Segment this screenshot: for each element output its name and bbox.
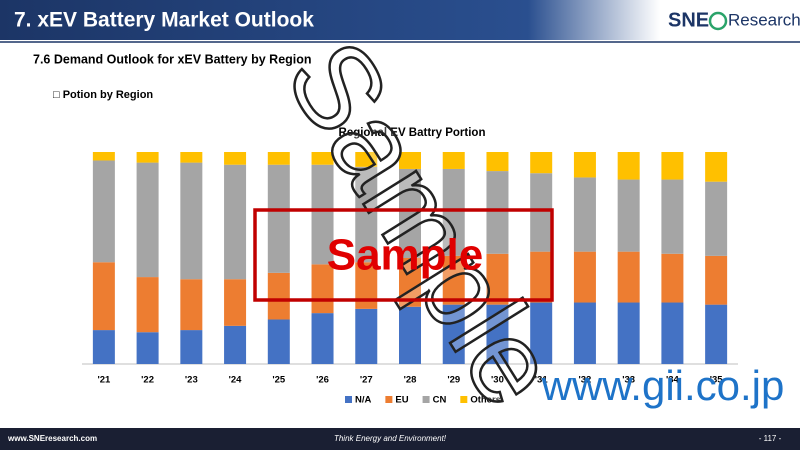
bar-segment xyxy=(573,302,596,364)
plot: '21 '22 '23 '24 '25 '26 '27 '28 '29 '30 '31 '32 '33 '… xyxy=(82,152,738,406)
bar-segment xyxy=(180,152,203,163)
logo-text: Research xyxy=(728,10,800,29)
bar-segment xyxy=(573,152,596,178)
bar-segment xyxy=(136,277,159,333)
bar-segment xyxy=(617,251,640,303)
legend-label: Others xyxy=(470,395,501,406)
x-tick-label: '27 xyxy=(360,375,373,386)
footer-bar xyxy=(0,428,800,450)
x-tick-label: '26 xyxy=(316,375,329,386)
logo-mark: SNE xyxy=(668,9,709,31)
x-tick-label: '33 xyxy=(622,375,635,386)
watermark-box xyxy=(253,208,554,302)
bar-segment xyxy=(442,304,465,364)
bar-segment xyxy=(486,171,509,254)
x-tick-label: '31 xyxy=(535,375,549,386)
logo-icon xyxy=(708,11,728,31)
bar-segment xyxy=(224,164,247,280)
bar-segment xyxy=(267,319,290,364)
x-tick-label: '32 xyxy=(579,375,592,386)
bar-segment xyxy=(399,306,421,364)
bar-segment xyxy=(399,258,421,307)
x-tick-label: '22 xyxy=(141,375,154,386)
bar-segment xyxy=(136,332,159,364)
legend-swatch xyxy=(422,396,430,403)
header-title: 7. xEV Battery Market Outlook xyxy=(14,9,314,32)
bar-segment xyxy=(180,279,203,331)
bar-segment xyxy=(486,304,509,364)
bar-segment xyxy=(617,302,640,364)
bar-segment xyxy=(617,152,640,180)
x-tick-label: '23 xyxy=(185,375,198,386)
bar-segment xyxy=(705,181,728,256)
x-tick-label: '30 xyxy=(491,375,504,386)
bar-segment xyxy=(355,308,378,364)
bar-segment xyxy=(399,152,421,169)
bar-segment xyxy=(92,160,115,263)
bar-segment xyxy=(355,262,378,309)
legend-label: N/A xyxy=(355,395,372,406)
bar-segment xyxy=(224,279,247,326)
bar-segment xyxy=(486,253,509,305)
x-tick-label: '25 xyxy=(272,375,286,386)
bar-segment xyxy=(180,330,203,364)
bar-segment xyxy=(661,179,684,254)
bar-segment xyxy=(661,302,684,364)
legend-label: CN xyxy=(433,395,447,406)
bar-segment xyxy=(530,173,553,252)
legend-swatch xyxy=(460,396,468,403)
bar-segment xyxy=(486,152,509,172)
bar-segment xyxy=(311,164,334,265)
watermark-url: www.gii.co.jp xyxy=(541,362,785,409)
x-tick-label: '35 xyxy=(710,375,724,386)
bar-segment xyxy=(355,166,378,263)
bar-segment xyxy=(136,162,159,278)
bar-segment xyxy=(442,152,465,169)
bar-segment xyxy=(311,313,334,364)
bar-segment xyxy=(661,253,684,303)
bar-segment xyxy=(224,152,247,165)
watermark-boxed: Sample xyxy=(327,231,484,280)
x-tick-label: '34 xyxy=(666,375,680,386)
bar-segment xyxy=(442,168,465,256)
section-title: 7.6 Demand Outlook for xEV Battery by Re… xyxy=(33,52,312,66)
bar-segment xyxy=(705,255,728,305)
bar-segment xyxy=(92,152,115,161)
footer-page: - 117 - xyxy=(759,434,782,443)
bar-segment xyxy=(311,152,334,165)
footer-website: www.SNEresearch.com xyxy=(7,434,97,443)
bar-segment xyxy=(180,162,203,280)
bar-segment xyxy=(530,152,553,174)
bar-segment xyxy=(573,177,596,252)
bar-segment xyxy=(442,255,465,305)
x-tick-label: '28 xyxy=(404,375,417,386)
footer-slogan: Think Energy and Environment! xyxy=(334,434,447,443)
legend-label: EU xyxy=(395,395,408,406)
header-bar xyxy=(0,0,660,40)
bar-segment xyxy=(705,152,728,182)
bar-segment xyxy=(617,179,640,252)
bar-segment xyxy=(530,302,553,364)
bar-segment xyxy=(224,325,247,364)
bar-segment xyxy=(92,262,115,331)
bar-segment xyxy=(267,152,290,165)
bar-segment xyxy=(267,164,290,273)
legend-swatch xyxy=(345,396,352,403)
bar-segment xyxy=(399,168,421,258)
bar-segment xyxy=(530,251,553,303)
chart-title: Regional EV Battry Portion xyxy=(339,127,486,139)
x-tick-label: '21 xyxy=(97,375,111,386)
bar-segment xyxy=(136,152,159,163)
x-tick-label: '24 xyxy=(229,375,243,386)
bar-segment xyxy=(92,330,115,364)
bar-segment xyxy=(705,304,728,364)
bar-segment xyxy=(267,272,290,320)
bar-segment xyxy=(573,251,596,303)
x-tick-label: '29 xyxy=(447,375,460,386)
bar-segment xyxy=(661,152,684,180)
subsection-title: □ Potion by Region xyxy=(53,89,153,101)
legend-swatch xyxy=(385,396,393,403)
bar-segment xyxy=(355,152,378,167)
